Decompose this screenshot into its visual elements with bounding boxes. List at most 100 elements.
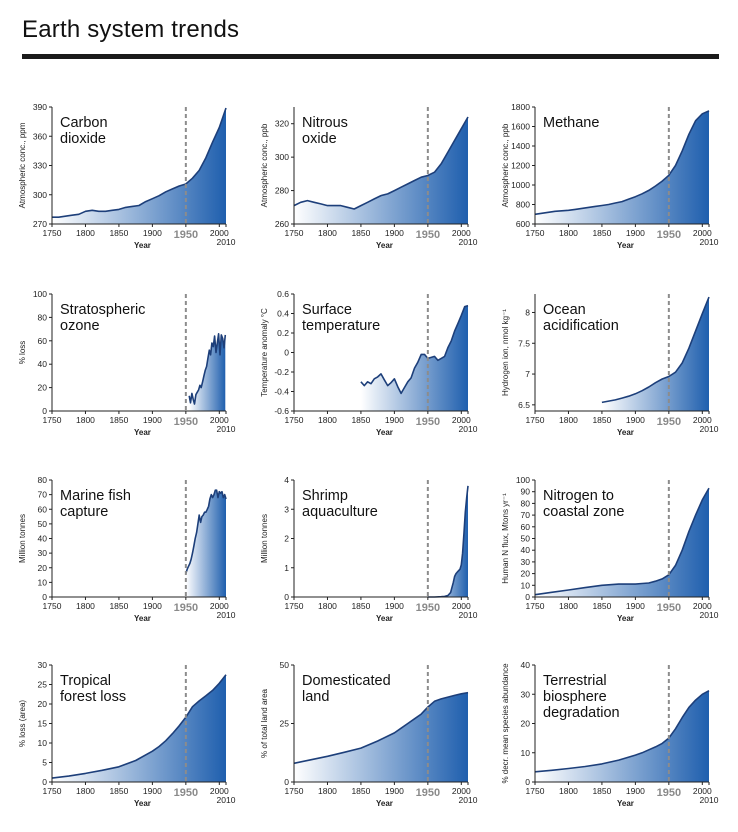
x-tick-label: 1750 (285, 415, 304, 425)
panel-title: Carbon dioxide (60, 115, 108, 147)
y-axis-label: Atmospheric conc., ppb (260, 123, 269, 207)
x-axis-label: Year (376, 799, 393, 808)
area-fill (52, 108, 226, 224)
series-line (534, 689, 710, 773)
x-tick-label: 2000 (693, 228, 712, 238)
y-tick-label: 100 (33, 289, 47, 299)
y-tick-label: 280 (275, 186, 289, 196)
area-fill (535, 110, 709, 224)
area-fill (535, 488, 709, 597)
panel-title: Terrestrial biosphere degradation (543, 673, 620, 721)
y-tick-label: 0.4 (277, 309, 289, 319)
x-tick-label: 1800 (76, 786, 95, 796)
y-tick-label: 80 (38, 312, 48, 322)
x-tick-label: 1850 (592, 601, 611, 611)
panel-title: Ocean acidification (543, 302, 619, 334)
y-tick-label: 1000 (511, 180, 530, 190)
x-axis-label: Year (134, 428, 151, 437)
x-tick-label: 1900 (143, 601, 162, 611)
y-tick-label: 50 (38, 519, 48, 529)
y-tick-label: 1200 (511, 161, 530, 171)
y-tick-label: 30 (38, 548, 48, 558)
y-tick-label: 0 (42, 777, 47, 787)
y-tick-label: 40 (521, 545, 531, 555)
y-tick-label: 0 (42, 406, 47, 416)
x-tick-label: 1750 (285, 786, 304, 796)
y-tick-label: 60 (521, 522, 531, 532)
panel-4: 0 20 40 60 80 100 1750 1800 1850 1900 1950 20002010… (18, 289, 236, 437)
x-tick-label: 2000 (693, 415, 712, 425)
area-fill (185, 490, 226, 597)
y-axis-label: Temperature anomaly °C (260, 308, 269, 397)
y-tick-label: 100 (516, 475, 530, 485)
area-fill (601, 297, 709, 411)
panel-7: 0 10 20 30 40 50 60 70 80 1750 1800 1850 1900 1950 200… (18, 475, 236, 623)
y-tick-label: 20 (38, 699, 48, 709)
y-tick-label: 270 (33, 219, 47, 229)
panel-title-line: coastal zone (543, 504, 624, 520)
y-axis-label: % loss (18, 341, 27, 365)
y-tick-label: 15 (38, 719, 48, 729)
x-tick-label: 1900 (385, 415, 404, 425)
x-tick-label: 2000 (210, 415, 229, 425)
y-tick-label: 0 (284, 348, 289, 358)
y-tick-label: 0 (284, 777, 289, 787)
x-tick-label: 1850 (351, 228, 370, 238)
y-tick-label: 1800 (511, 102, 530, 112)
panel-3: 600 800 1000 1200 1400 1600 1800 1750 1800 1850 19… (501, 102, 719, 250)
x-tick-label: 1850 (351, 415, 370, 425)
y-tick-label: 3 (284, 504, 289, 514)
panel-title-line: ozone (60, 318, 100, 334)
panel-5: -0.6 -0.4 -0.2 0 0.2 0.4 0.6 1750 1800 1850 1900 19… (260, 289, 478, 437)
x-tick-label: 1850 (109, 786, 128, 796)
series-line (293, 116, 469, 210)
series-line (360, 304, 469, 395)
y-tick-label: 20 (521, 719, 531, 729)
y-tick-label: 0.6 (277, 289, 289, 299)
x-axis-label: Year (134, 614, 151, 623)
y-tick-label: -0.4 (274, 387, 289, 397)
title-rule (22, 54, 719, 59)
y-tick-label: 10 (38, 738, 48, 748)
panel-title-line: Terrestrial (543, 673, 607, 689)
x-tick-label: 1750 (526, 415, 545, 425)
y-axis-label: Hydrogen ion, nmol kg⁻¹ (501, 309, 510, 396)
panel-title-line: land (302, 689, 329, 705)
panel-title: Surface temperature (302, 302, 380, 334)
y-tick-label: 330 (33, 161, 47, 171)
x-end-label: 2010 (459, 610, 478, 620)
series-line (185, 489, 227, 574)
series-line (534, 110, 710, 216)
x-tick-label-1950: 1950 (657, 416, 681, 428)
x-tick-label: 1750 (43, 228, 62, 238)
panel-title: Domesticated land (302, 673, 391, 705)
y-tick-label: 60 (38, 336, 48, 346)
y-tick-label: 0 (525, 777, 530, 787)
y-tick-label: 25 (38, 680, 48, 690)
x-tick-label: 1800 (559, 601, 578, 611)
y-tick-label: 360 (33, 131, 47, 141)
panel-title: Tropical forest loss (60, 673, 126, 705)
panel-title-line: Stratospheric (60, 302, 145, 318)
x-axis-label: Year (134, 241, 151, 250)
y-tick-label: 20 (521, 569, 531, 579)
y-tick-label: 320 (275, 119, 289, 129)
series-line (51, 674, 227, 779)
y-tick-label: 70 (38, 490, 48, 500)
y-tick-label: 25 (280, 719, 290, 729)
series-line (427, 485, 469, 598)
panel-title: Methane (543, 115, 599, 131)
x-tick-label: 1900 (626, 786, 645, 796)
x-end-label: 2010 (217, 237, 236, 247)
x-tick-label: 2000 (452, 228, 471, 238)
panel-title-line: Surface (302, 302, 352, 318)
x-tick-label-1950: 1950 (657, 229, 681, 241)
y-axis-label: Human N flux, Mtons yr⁻¹ (501, 493, 510, 584)
panel-title-line: temperature (302, 318, 380, 334)
y-tick-label: 80 (38, 475, 48, 485)
x-axis-label: Year (617, 799, 634, 808)
